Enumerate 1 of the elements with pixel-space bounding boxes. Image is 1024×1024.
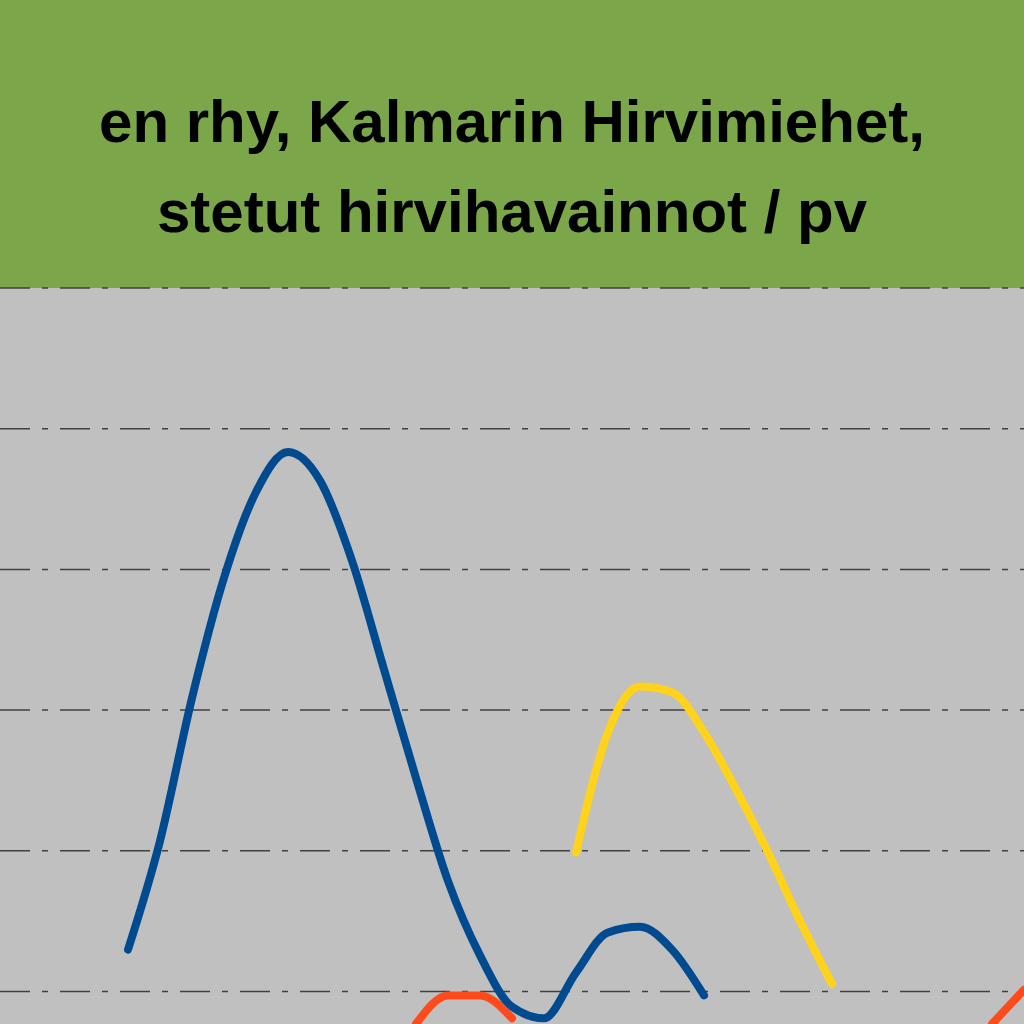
chart-title: en rhy, Kalmarin Hirvimiehet, stetut hirvihavainnot / pv (99, 88, 925, 245)
